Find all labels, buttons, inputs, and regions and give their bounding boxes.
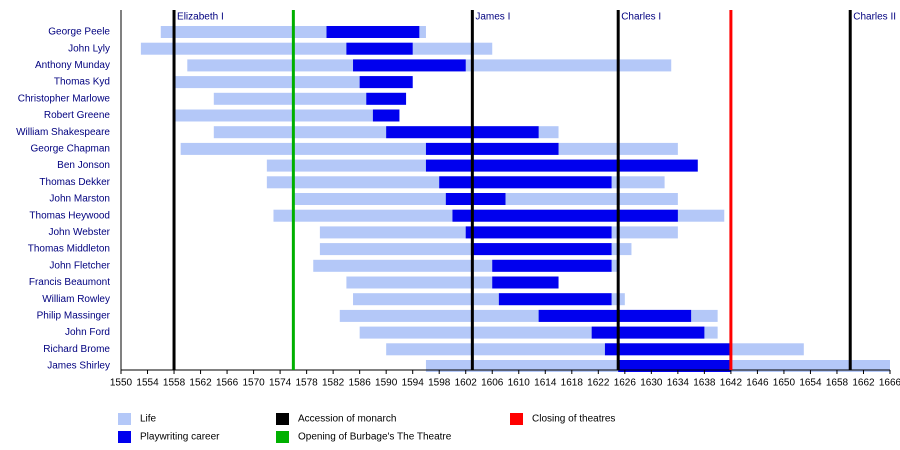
row-label: Thomas Middleton <box>28 244 110 255</box>
event-label: Elizabeth I <box>177 12 224 23</box>
career-bar <box>353 59 466 72</box>
legend-swatch <box>118 431 131 443</box>
row-label: John Marston <box>49 194 110 205</box>
x-tick-label: 1642 <box>720 378 743 389</box>
career-bar <box>538 309 692 322</box>
x-tick-label: 1598 <box>428 378 451 389</box>
x-tick-label: 1606 <box>481 378 504 389</box>
legend-label: Playwriting career <box>140 432 220 443</box>
row-label: Ben Jonson <box>57 160 110 171</box>
row-label: William Rowley <box>42 294 110 305</box>
row-label: Anthony Munday <box>35 60 110 71</box>
career-bar <box>472 243 612 256</box>
x-tick-label: 1566 <box>216 378 239 389</box>
row-label: Francis Beaumont <box>29 277 110 288</box>
x-tick-label: 1602 <box>455 378 478 389</box>
x-tick-label: 1558 <box>163 378 186 389</box>
life-bar <box>386 343 804 356</box>
x-tick-label: 1662 <box>852 378 875 389</box>
x-tick-label: 1618 <box>561 378 584 389</box>
x-tick-label: 1570 <box>242 378 265 389</box>
career-bar <box>618 360 731 372</box>
x-tick-label: 1650 <box>773 378 796 389</box>
x-tick-label: 1594 <box>402 378 425 389</box>
legend-label: Accession of monarch <box>298 414 396 425</box>
career-bar <box>326 26 420 38</box>
x-tick-label: 1614 <box>534 378 557 389</box>
life-bar <box>140 42 493 55</box>
row-label: John Lyly <box>68 43 110 54</box>
legend-label: Closing of theatres <box>532 414 615 425</box>
career-bar <box>372 109 400 122</box>
career-bar <box>591 326 705 339</box>
x-tick-label: 1658 <box>826 378 849 389</box>
career-bar <box>359 76 413 89</box>
career-bar <box>425 142 559 155</box>
x-tick-label: 1634 <box>667 378 690 389</box>
event-label: James I <box>475 12 510 23</box>
life-bar <box>213 92 407 105</box>
x-tick-label: 1630 <box>640 378 663 389</box>
x-tick-label: 1638 <box>693 378 716 389</box>
career-bar <box>452 209 678 222</box>
row-label: Thomas Heywood <box>29 210 110 221</box>
legend-swatch <box>118 413 131 425</box>
x-tick-label: 1582 <box>322 378 345 389</box>
row-label: John Webster <box>48 227 110 238</box>
row-label: Richard Brome <box>43 344 110 355</box>
career-bar <box>498 293 612 306</box>
x-tick-label: 1622 <box>587 378 610 389</box>
career-bar <box>604 343 731 356</box>
row-label: Robert Greene <box>44 110 111 121</box>
career-bar <box>439 176 612 189</box>
row-label: Philip Massinger <box>37 311 111 322</box>
life-bar <box>174 109 400 122</box>
career-bar <box>445 193 506 205</box>
row-label: George Chapman <box>31 144 111 155</box>
x-tick-label: 1562 <box>189 378 212 389</box>
x-tick-label: 1578 <box>295 378 318 389</box>
legend-swatch <box>276 431 289 443</box>
career-bar <box>366 92 407 105</box>
career-bar <box>492 276 559 289</box>
legend-swatch <box>510 413 523 425</box>
event-label: Charles I <box>621 12 661 23</box>
row-label: John Fletcher <box>49 260 110 271</box>
row-label: George Peele <box>48 27 110 38</box>
x-tick-label: 1554 <box>136 378 159 389</box>
x-tick-label: 1666 <box>879 378 900 389</box>
career-bar <box>492 259 612 272</box>
event-label: Charles II <box>853 12 896 23</box>
row-label: William Shakespeare <box>16 127 110 138</box>
legend-label: Opening of Burbage's The Theatre <box>298 432 452 443</box>
row-label: Thomas Kyd <box>54 77 110 88</box>
x-tick-label: 1550 <box>110 378 133 389</box>
row-label: Christopher Marlowe <box>18 93 111 104</box>
legend-label: Life <box>140 414 157 425</box>
x-tick-label: 1626 <box>614 378 637 389</box>
legend-swatch <box>276 413 289 425</box>
x-tick-label: 1646 <box>746 378 769 389</box>
career-bar <box>425 159 698 172</box>
row-label: Thomas Dekker <box>39 177 110 188</box>
x-tick-label: 1590 <box>375 378 398 389</box>
row-label: James Shirley <box>47 361 110 372</box>
x-tick-label: 1654 <box>799 378 822 389</box>
row-label: John Ford <box>65 327 110 338</box>
career-bar <box>465 226 612 239</box>
x-tick-label: 1586 <box>349 378 372 389</box>
career-bar <box>346 42 413 55</box>
x-tick-label: 1574 <box>269 378 292 389</box>
career-bar <box>386 126 539 139</box>
x-tick-label: 1610 <box>508 378 531 389</box>
